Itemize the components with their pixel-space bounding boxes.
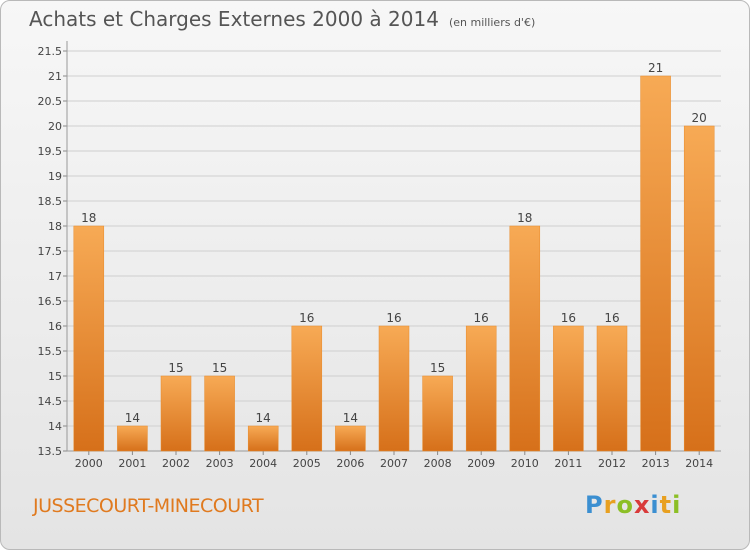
bar <box>422 375 453 452</box>
logo-letter: x <box>633 491 651 519</box>
y-tick-label: 18.5 <box>38 195 63 208</box>
x-tick-label: 2014 <box>685 457 713 470</box>
y-tick-label: 14.5 <box>38 395 63 408</box>
x-tick-label: 2002 <box>162 457 190 470</box>
y-tick-label: 17.5 <box>38 245 63 258</box>
bar-value-label: 14 <box>343 411 358 425</box>
bar-value-label: 21 <box>648 61 663 75</box>
chart-title: Achats et Charges Externes 2000 à 2014 (e… <box>29 7 535 31</box>
bars <box>73 75 715 452</box>
bar-value-label: 14 <box>125 411 140 425</box>
x-tick-label: 2011 <box>554 457 582 470</box>
chart-subtitle: (en milliers d'€) <box>448 16 536 29</box>
x-tick-label: 2000 <box>75 457 103 470</box>
bar <box>553 325 584 452</box>
y-tick-label: 21 <box>48 70 62 83</box>
x-tick-label: 2009 <box>467 457 495 470</box>
logo-letter: r <box>603 491 617 519</box>
bar <box>596 325 628 452</box>
proxiti-logo: Proxiti <box>585 491 681 519</box>
bar-value-label: 15 <box>168 361 183 375</box>
bar <box>683 125 715 452</box>
y-tick-label: 17 <box>48 270 62 283</box>
bar-value-label: 18 <box>517 211 532 225</box>
bar-value-label: 16 <box>474 311 489 325</box>
x-tick-label: 2010 <box>511 457 539 470</box>
bar <box>73 225 105 452</box>
y-tick-label: 15 <box>48 370 62 383</box>
logo-letter: P <box>585 491 604 519</box>
bar <box>335 425 366 452</box>
y-tick-label: 21.5 <box>38 45 63 58</box>
bar-value-label: 14 <box>256 411 271 425</box>
x-tick-label: 2012 <box>598 457 626 470</box>
logo-letter: t <box>659 491 673 519</box>
bar-value-label: 16 <box>561 311 576 325</box>
y-tick-label: 20 <box>48 120 62 133</box>
y-tick-label: 19.5 <box>38 145 63 158</box>
x-tick-label: 2007 <box>380 457 408 470</box>
x-tick-label: 2008 <box>424 457 452 470</box>
bar-value-label: 15 <box>430 361 445 375</box>
y-tick-label: 13.5 <box>38 445 63 458</box>
y-tick-label: 16 <box>48 320 62 333</box>
x-tick-label: 2006 <box>336 457 364 470</box>
y-tick-label: 15.5 <box>38 345 63 358</box>
bar <box>465 325 497 452</box>
bar <box>247 425 279 452</box>
bar <box>204 375 235 452</box>
commune-name: JUSSECOURT-MINECOURT <box>33 495 264 517</box>
bar-value-label: 18 <box>81 211 96 225</box>
bar <box>117 425 148 452</box>
y-tick-label: 19 <box>48 170 62 183</box>
x-tick-label: 2005 <box>293 457 321 470</box>
bar-value-label: 20 <box>692 111 707 125</box>
y-tick-label: 20.5 <box>38 95 63 108</box>
bar-value-label: 16 <box>299 311 314 325</box>
bar <box>509 225 541 452</box>
bar-value-label: 15 <box>212 361 227 375</box>
x-tick-label: 2003 <box>206 457 234 470</box>
y-tick-label: 16.5 <box>38 295 63 308</box>
bar-value-label: 16 <box>604 311 619 325</box>
logo-letter: i <box>672 491 682 519</box>
y-tick-label: 14 <box>48 420 62 433</box>
labels: 13.5 14 14.5 15 15.5 16 16.5 17 17.5 18 18.5 19 19.5… <box>38 45 714 470</box>
bar <box>291 325 323 452</box>
bar <box>378 325 410 452</box>
bar <box>640 75 671 452</box>
x-tick-label: 2001 <box>118 457 146 470</box>
y-tick-label: 18 <box>48 220 62 233</box>
logo-letter: i <box>650 491 660 519</box>
x-tick-label: 2004 <box>249 457 277 470</box>
bar <box>160 375 192 452</box>
x-tick-label: 2013 <box>642 457 670 470</box>
chart-title-text: Achats et Charges Externes 2000 à 2014 <box>29 7 439 31</box>
bar-value-label: 16 <box>386 311 401 325</box>
logo-letter: o <box>616 491 634 519</box>
